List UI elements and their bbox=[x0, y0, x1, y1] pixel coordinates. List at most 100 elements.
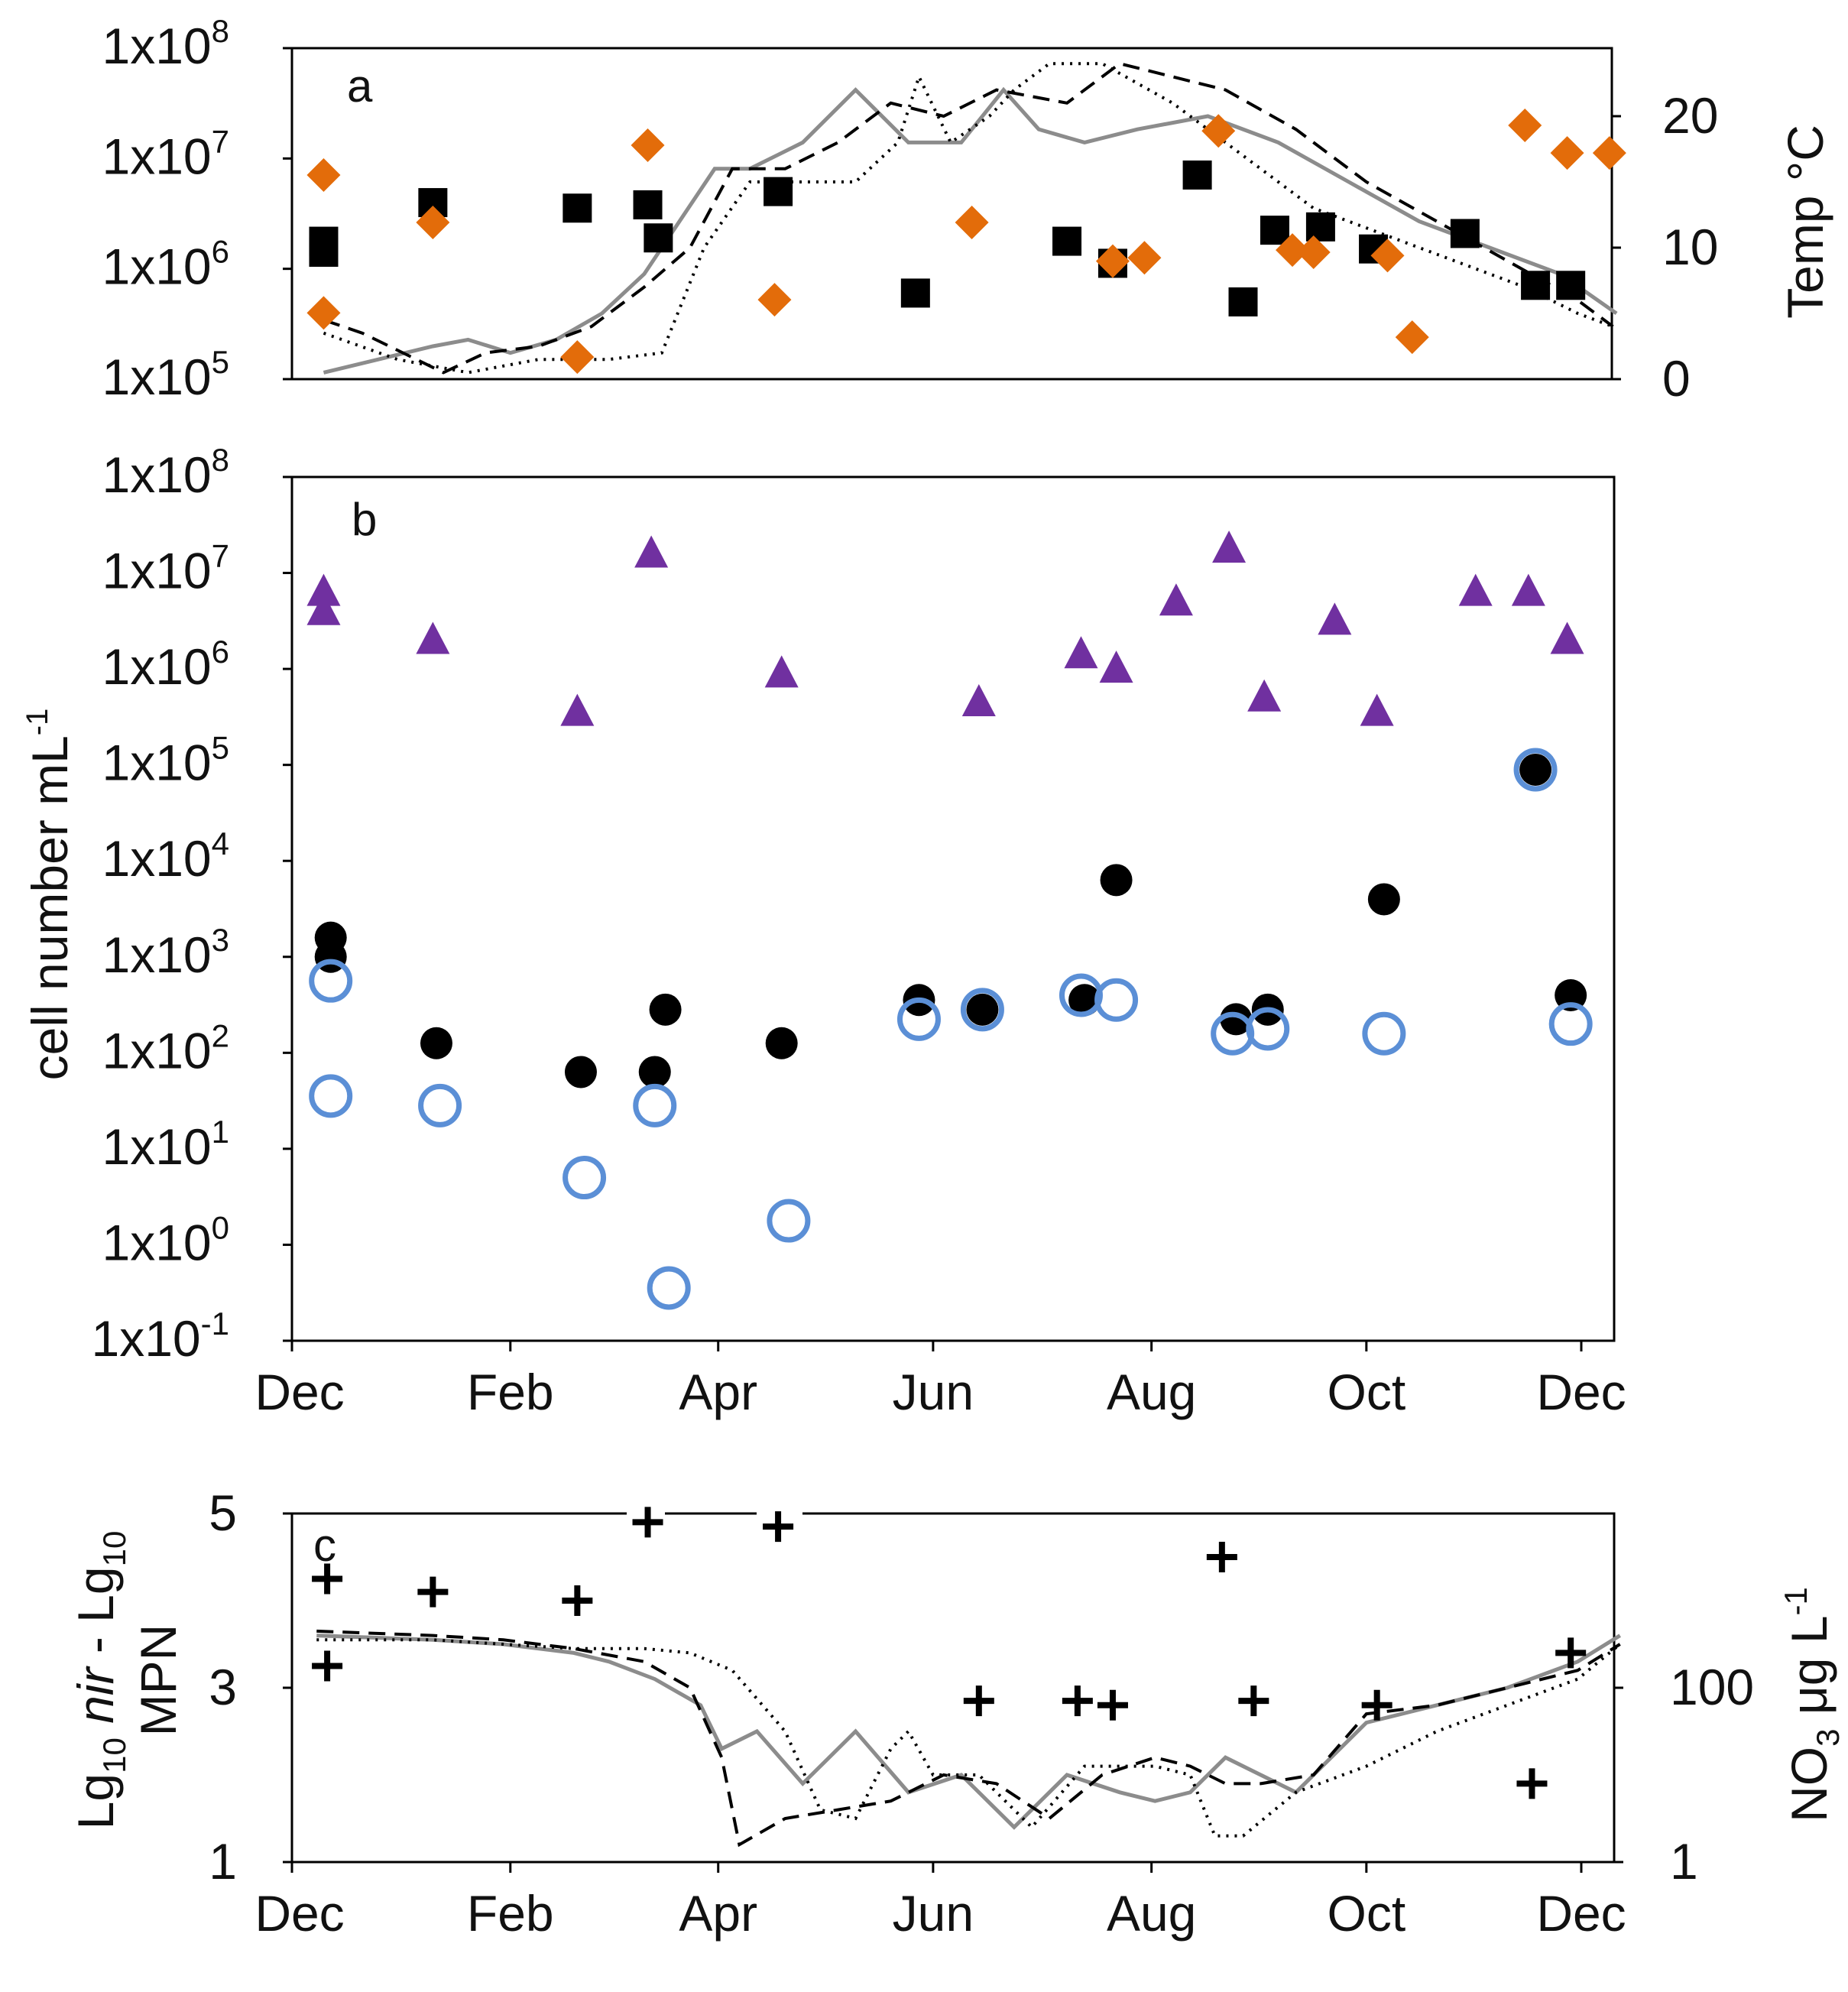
panel-a-square-point bbox=[1521, 271, 1551, 300]
panel-a-diamond-point bbox=[1095, 244, 1130, 278]
tick-exponent: 3 bbox=[212, 922, 229, 958]
panel-b-y-axis-label-text: cell number mL bbox=[21, 735, 78, 1080]
panel-c-cross-point bbox=[1361, 1689, 1392, 1721]
panel-c-left-tick-label: 1 bbox=[209, 1833, 237, 1890]
panel-b-triangle-point bbox=[1511, 573, 1545, 606]
panel-c-right-axis-label: NO3 μg L-1 bbox=[1778, 1587, 1846, 1822]
panel-b-left-tick-label: 1x106 bbox=[102, 634, 229, 695]
panel-c-cross-point bbox=[312, 1650, 343, 1682]
panel-b-left-tick-label: 1x108 bbox=[102, 442, 229, 503]
panel-b-triangle-point bbox=[1318, 602, 1352, 635]
tick-base: 1x10 bbox=[102, 735, 212, 791]
tick-exponent: 6 bbox=[212, 634, 229, 670]
panel-c-left-ticks: 5 3 1 bbox=[209, 1484, 292, 1890]
panel-a-square-point bbox=[1305, 212, 1335, 242]
tick-base: 1x10 bbox=[102, 1118, 212, 1175]
panel-a-diamond-point bbox=[955, 206, 989, 240]
tick-exponent: 0 bbox=[212, 1209, 229, 1245]
panel-c-cross-point bbox=[632, 1507, 663, 1538]
panel-b-filled-circle-point bbox=[1367, 883, 1400, 916]
panel-a-line-dashed bbox=[323, 62, 1614, 375]
panel-c-left-label-lg1: Lg bbox=[67, 1773, 124, 1829]
panel-b: b 1x1081x1071x1061x1051x1041x1031x1021x1… bbox=[21, 442, 1626, 1420]
panel-b-open-circle-point bbox=[418, 1083, 462, 1127]
panel-b-left-tick-label: 1x104 bbox=[102, 826, 229, 887]
panel-b-open-circle-point bbox=[309, 1074, 353, 1118]
panel-b-triangle-point bbox=[961, 684, 996, 717]
panel-c-x-ticks: Dec Feb Apr Jun Aug Oct Dec bbox=[255, 1862, 1626, 1942]
panel-a-square-point bbox=[1556, 271, 1586, 300]
panel-b-open-circle-point bbox=[309, 959, 353, 1003]
panel-b-points bbox=[306, 530, 1593, 1310]
panel-a-diamond-point bbox=[1370, 238, 1405, 273]
panel-a-diamond-point bbox=[1508, 109, 1542, 143]
panel-a-label: a bbox=[347, 60, 373, 112]
panel-a-square-point bbox=[1450, 219, 1480, 248]
panel-b-filled-circle-point bbox=[1220, 1003, 1253, 1036]
panel-a-diamond-point bbox=[1201, 114, 1236, 148]
tick-base: 1x10 bbox=[102, 238, 212, 295]
panel-a-square-point bbox=[1228, 287, 1258, 316]
panel-a-diamond-point bbox=[757, 283, 792, 317]
panel-a-square-point bbox=[633, 190, 663, 219]
tick-base: 1x10 bbox=[102, 543, 212, 599]
panel-c-cross-point bbox=[1555, 1637, 1587, 1669]
panel-a-square-point bbox=[900, 278, 930, 308]
tick-base: 1x10 bbox=[102, 1022, 212, 1079]
panel-c-x-tick-label: Dec bbox=[1536, 1885, 1626, 1942]
panel-c-x-tick-label: Aug bbox=[1107, 1885, 1196, 1942]
panel-b-left-tick-label: 1x100 bbox=[102, 1209, 229, 1270]
panel-a-diamond-point bbox=[1296, 235, 1331, 270]
panel-b-left-tick-label: 1x103 bbox=[102, 922, 229, 983]
panel-c-x-tick-label: Apr bbox=[679, 1885, 757, 1942]
panel-a-right-tick-label: 20 bbox=[1662, 87, 1718, 144]
panel-a-square-point bbox=[764, 177, 793, 206]
panel-a-square-point bbox=[1052, 226, 1082, 256]
panel-c-x-tick-label: Jun bbox=[893, 1885, 974, 1942]
panel-c-right-label-sup: -1 bbox=[1778, 1587, 1814, 1615]
panel-b-left-tick-label: 1x107 bbox=[102, 538, 229, 599]
panel-a-diamond-point bbox=[1592, 136, 1626, 170]
tick-exponent: 5 bbox=[212, 344, 229, 380]
panel-a-left-tick-label: 1x105 bbox=[102, 344, 229, 405]
tick-exponent: 6 bbox=[212, 234, 229, 270]
panel-c-cross-point bbox=[763, 1511, 794, 1543]
panel-c-left-label-nir: nir bbox=[67, 1665, 124, 1737]
panel-b-x-tick-label: Aug bbox=[1107, 1364, 1196, 1420]
panel-a-right-ticks: 20 10 0 bbox=[1612, 87, 1718, 407]
panel-c-cross-point bbox=[562, 1585, 593, 1616]
panel-a-diamond-point bbox=[1395, 320, 1429, 355]
panel-b-left-tick-label: 1x105 bbox=[102, 730, 229, 791]
panel-a-square-point bbox=[1260, 216, 1289, 245]
panel-c-right-ticks: 100 1 bbox=[1614, 1659, 1754, 1890]
panel-b-open-circle-point bbox=[960, 988, 1004, 1032]
panel-b-open-circle-point bbox=[647, 1266, 691, 1310]
panel-c-right-label-sub: 3 bbox=[1810, 1729, 1846, 1747]
panel-c-line-dotted bbox=[316, 1638, 1621, 1838]
panel-c-left-label-sub1: 10 bbox=[96, 1737, 132, 1773]
panel-b-filled-circle-point bbox=[649, 993, 682, 1026]
panel-b-x-tick-label: Feb bbox=[467, 1364, 554, 1420]
panel-a-lines bbox=[323, 62, 1618, 375]
panel-b-triangle-point bbox=[1064, 636, 1098, 669]
panel-a-diamond-point bbox=[416, 206, 450, 240]
panel-b-triangle-point bbox=[1159, 583, 1193, 616]
panel-b-left-tick-label: 1x10-1 bbox=[92, 1306, 229, 1367]
panel-b-left-tick-label: 1x101 bbox=[102, 1114, 229, 1175]
panel-a-right-axis-label: Temp °C bbox=[1777, 125, 1833, 319]
panel-c-lines bbox=[316, 1629, 1622, 1848]
panel-a-square-point bbox=[563, 193, 592, 223]
tick-base: 1x10 bbox=[102, 638, 212, 695]
panel-c-left-label-lg2: - Lg bbox=[67, 1566, 124, 1667]
panel-b-filled-circle-point bbox=[1555, 979, 1587, 1011]
panel-c-cross-point bbox=[963, 1685, 994, 1717]
panel-b-frame bbox=[290, 475, 1616, 1342]
panel-b-left-ticks: 1x1081x1071x1061x1051x1041x1031x1021x101… bbox=[92, 442, 292, 1367]
panel-a-left-tick-label: 1x107 bbox=[102, 123, 229, 184]
panel-b-triangle-point bbox=[1458, 573, 1493, 606]
panel-a-left-tick-label: 1x106 bbox=[102, 234, 229, 295]
panel-c-right-label-no: NO bbox=[1781, 1747, 1837, 1822]
tick-exponent: 2 bbox=[212, 1017, 229, 1053]
